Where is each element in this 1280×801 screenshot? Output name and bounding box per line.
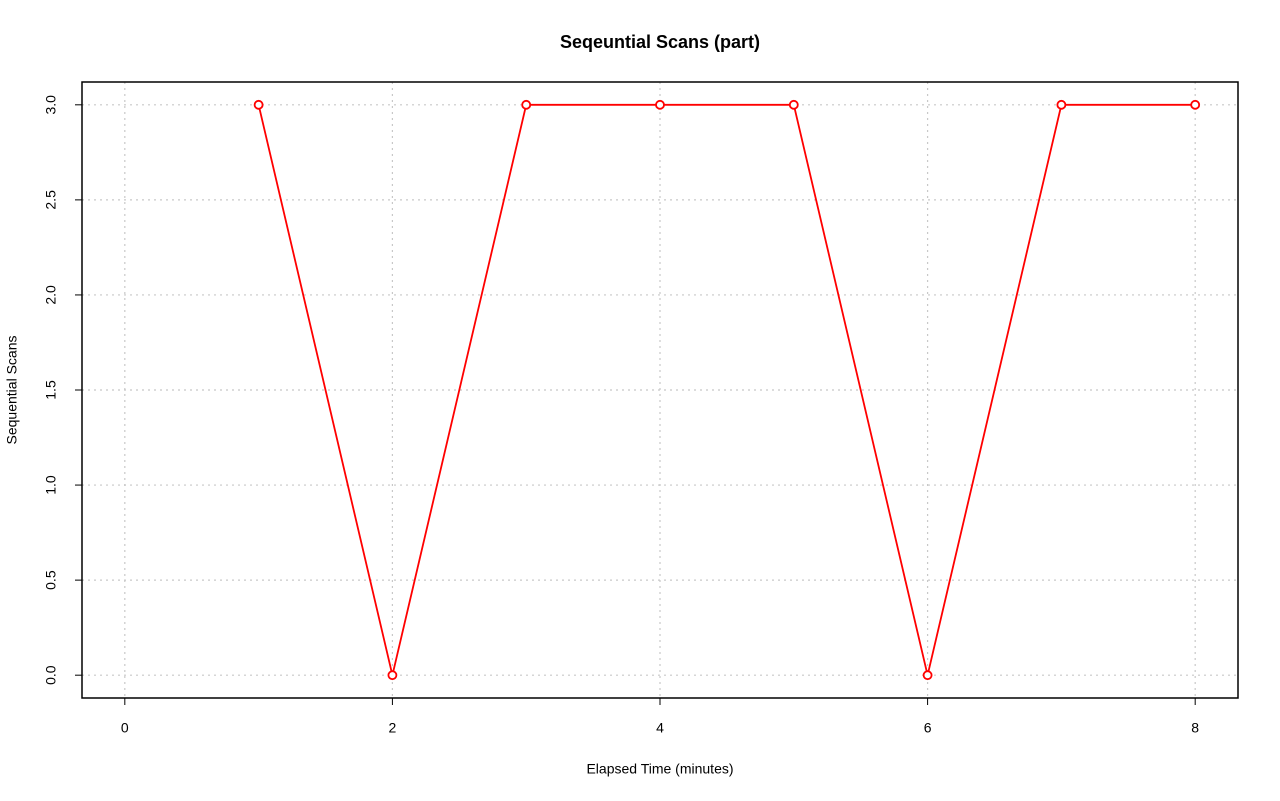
- data-point: [387, 670, 398, 681]
- x-tick-label: 4: [656, 720, 664, 736]
- data-point: [1056, 99, 1067, 110]
- series-line: [257, 103, 1196, 676]
- data-point: [788, 99, 799, 110]
- data-point: [521, 99, 532, 110]
- y-tick-label: 1.5: [43, 380, 59, 400]
- data-point: [655, 99, 665, 110]
- y-tick-label: 3.0: [43, 95, 59, 115]
- data-point: [922, 670, 933, 681]
- data-point: [253, 99, 264, 110]
- y-tick-label: 0.0: [43, 665, 59, 685]
- y-tick-label: 2.0: [43, 285, 59, 305]
- chart-title: Seqeuntial Scans (part): [560, 32, 760, 52]
- data-point: [1190, 99, 1201, 110]
- y-tick-label: 2.5: [43, 190, 59, 210]
- x-axis-label: Elapsed Time (minutes): [586, 761, 733, 777]
- y-axis-label: Sequential Scans: [4, 336, 20, 445]
- y-tick-label: 0.5: [43, 570, 59, 590]
- x-tick-label: 8: [1191, 720, 1199, 736]
- x-tick-label: 2: [389, 720, 397, 736]
- x-tick-label: 6: [924, 720, 932, 736]
- x-tick-label: 0: [121, 720, 129, 736]
- plot-frame: [81, 81, 1239, 699]
- y-tick-label: 1.0: [43, 475, 59, 495]
